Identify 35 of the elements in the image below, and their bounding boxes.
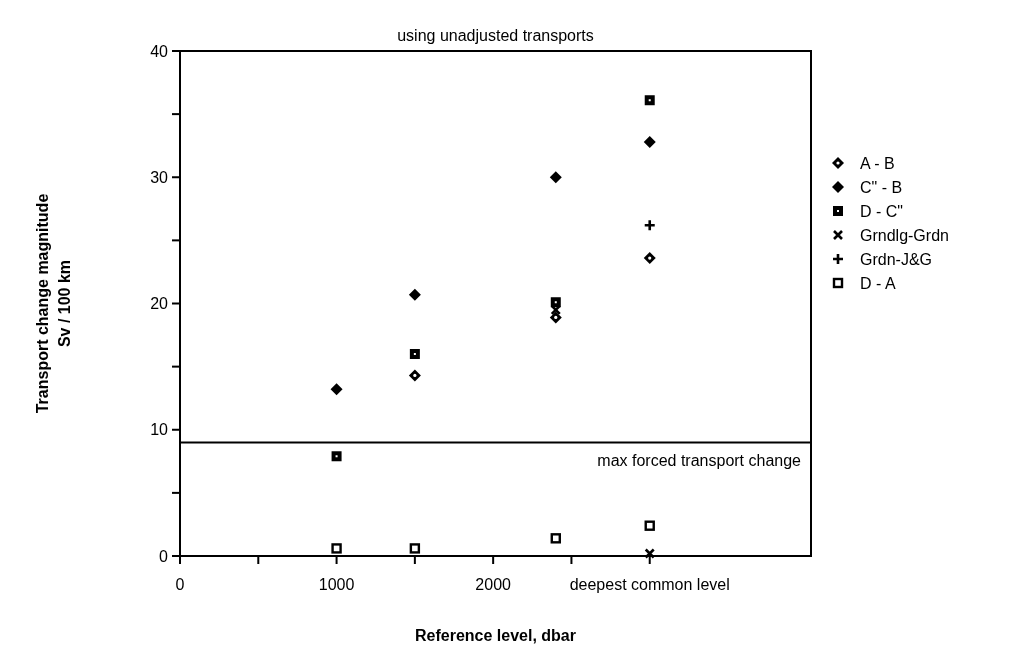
- x-axis-title: Reference level, dbar: [415, 627, 576, 644]
- y-tick-label: 10: [150, 421, 169, 439]
- y-tick-label: 0: [159, 547, 169, 565]
- legend-label: Grndlg-Grdn: [860, 226, 949, 244]
- point: [409, 349, 420, 359]
- x-tick-label: 2000: [475, 576, 512, 593]
- legend-label: A - B: [860, 154, 895, 172]
- point: [549, 171, 562, 184]
- point: [644, 520, 655, 531]
- legend-label: C" - B: [860, 178, 903, 196]
- legend-label: D - C": [860, 202, 904, 220]
- y-tick-label: 30: [150, 168, 169, 186]
- x-tick-label: deepest common level: [569, 576, 730, 593]
- x-tick-label: 0: [175, 576, 185, 593]
- point: [643, 135, 656, 148]
- point: [643, 252, 656, 265]
- point: [408, 369, 421, 382]
- point: [550, 533, 561, 544]
- point: [331, 451, 342, 462]
- point: [408, 288, 421, 301]
- x-tick-label: 1000: [318, 576, 355, 593]
- point: [549, 311, 562, 324]
- point: [644, 95, 655, 106]
- point: [330, 383, 343, 396]
- point: [331, 543, 342, 554]
- point: [409, 543, 421, 554]
- point: [643, 218, 657, 232]
- y-tick-label: 20: [150, 295, 169, 313]
- point: [550, 297, 561, 308]
- y-axis-title: Transport change magnitude Sv / 100 km: [34, 193, 73, 414]
- legend-label: D - A: [860, 274, 896, 292]
- y-tick-label: 40: [150, 42, 169, 60]
- chart-title: using unadjusted transports: [397, 27, 594, 44]
- ref-line-label: max forced transport change: [597, 452, 802, 470]
- legend-label: Grdn-J&G: [860, 250, 933, 268]
